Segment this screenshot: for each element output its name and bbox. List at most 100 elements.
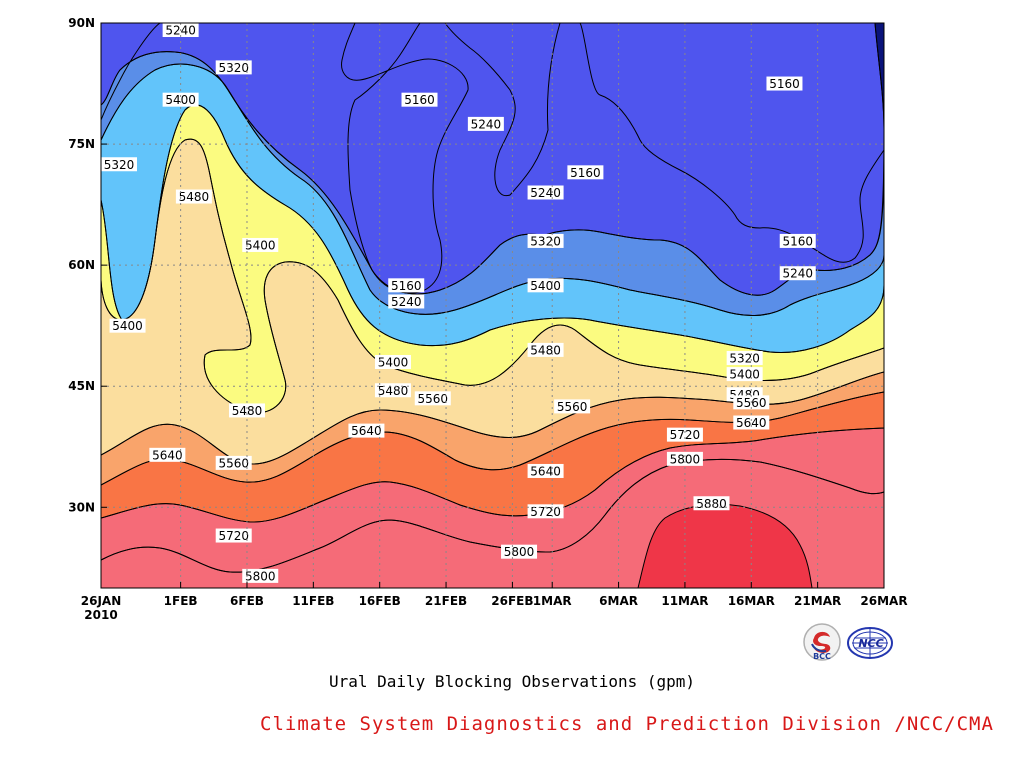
contour-bands <box>101 23 884 588</box>
ncc-logo-icon: NCC <box>847 627 893 659</box>
contour-label-bg <box>501 544 538 559</box>
contour-label-text: 5160 <box>782 234 813 248</box>
y-tick-label: 75N <box>68 137 95 151</box>
x-tick-label: 1MAR <box>533 594 572 608</box>
x-tick-label: 21FEB <box>425 594 467 608</box>
contour-label-text: 5320 <box>104 158 135 172</box>
svg-text:BCC: BCC <box>813 652 831 661</box>
contour-label-text: 5720 <box>670 428 701 442</box>
contour-label-bg <box>109 318 146 333</box>
x-tick-label: 16MAR <box>728 594 775 608</box>
contour-label-bg <box>175 189 212 204</box>
band-fill <box>101 428 884 573</box>
contour-label-bg <box>388 278 425 293</box>
contour-label-bg <box>733 415 770 430</box>
contour-label: 5320 <box>527 233 564 248</box>
contour-label: 5240 <box>527 185 564 200</box>
contour-label-bg <box>527 504 564 519</box>
contour-label-bg <box>348 423 385 438</box>
contour-label: 5160 <box>401 92 438 107</box>
x-tick-label: 26FEB <box>491 594 533 608</box>
contour-label-text: 5400 <box>112 319 143 333</box>
contour-label: 5400 <box>162 92 199 107</box>
contour-label-text: 5160 <box>391 279 422 293</box>
contour-label-text: 5400 <box>530 279 561 293</box>
contour-label-text: 5240 <box>782 267 813 281</box>
contour-label: 5720 <box>527 504 564 519</box>
x-axis-labels: 26JAN 1FEB 6FEB 11FEB 16FEB 21FEB 26FEB 1MAR 6MA… <box>81 594 908 608</box>
contour-label-text: 5800 <box>670 452 701 466</box>
contour-label-text: 5640 <box>351 424 382 438</box>
contour-label-text: 5880 <box>696 497 727 511</box>
contour-label: 5240 <box>467 116 504 131</box>
contour-label-bg <box>693 496 730 511</box>
contour-label: 5400 <box>726 367 763 382</box>
contour-label-bg <box>567 165 604 180</box>
plot-frame <box>100 22 885 589</box>
contour-label-text: 5240 <box>391 295 422 309</box>
contour-label-bg <box>242 237 279 252</box>
contour-label-bg <box>215 60 252 75</box>
x-tick-label: 11MAR <box>661 594 708 608</box>
contour-label: 5160 <box>388 278 425 293</box>
contour-label-bg <box>666 427 703 442</box>
contour-label-bg <box>527 185 564 200</box>
contour-label-bg <box>374 383 411 398</box>
y-tick-label: 90N <box>68 16 95 30</box>
contour-label-bg <box>527 342 564 357</box>
contour-label: 5240 <box>779 266 816 281</box>
contour-label-text: 5560 <box>557 400 588 414</box>
contour-label-bg <box>414 391 451 406</box>
contour-line <box>637 503 813 588</box>
contour-label-text: 5480 <box>179 190 210 204</box>
axis-ticks <box>100 22 885 588</box>
contour-label: 5480 <box>228 403 265 418</box>
contour-label-text: 5560 <box>418 392 449 406</box>
contour-label-text: 5320 <box>218 61 249 75</box>
contour-label-bg <box>101 157 137 172</box>
x-year-label: 2010 <box>84 608 117 622</box>
contour-label: 5480 <box>374 383 411 398</box>
contour-label-text: 5640 <box>530 464 561 478</box>
contour-label: 5320 <box>101 157 137 172</box>
y-axis-labels: 30N 45N 60N 75N 90N <box>68 16 95 514</box>
contour-label-bg <box>215 528 252 543</box>
contour-label-bg <box>527 463 564 478</box>
contour-label-text: 5720 <box>218 529 249 543</box>
contour-label-text: 5400 <box>245 238 276 252</box>
contour-label: 5400 <box>242 237 279 252</box>
x-tick-label: 16FEB <box>359 594 401 608</box>
chart-title: Ural Daily Blocking Observations (gpm) <box>328 672 696 691</box>
contour-label-bg <box>401 92 438 107</box>
contour-label-bg <box>374 355 411 369</box>
contour-label-text: 5320 <box>729 351 760 365</box>
x-tick-label: 6MAR <box>599 594 638 608</box>
contour-label-text: 5400 <box>378 356 409 370</box>
contour-label-text: 5480 <box>232 404 263 418</box>
contour-labels: 5240 5320 5400 5160 5240 5160 5320 5160 5240 5480… <box>101 23 816 583</box>
gridlines <box>101 23 884 588</box>
contour-label-bg <box>388 294 425 309</box>
contour-label-bg <box>467 116 504 131</box>
contour-label: 5400 <box>374 355 411 370</box>
x-tick-label: 1FEB <box>164 594 198 608</box>
contour-label-text: 5480 <box>530 343 561 357</box>
contour-label: 5240 <box>388 294 425 309</box>
contour-label: 5160 <box>779 233 816 248</box>
contour-label-text: 5320 <box>530 234 561 248</box>
contour-label: 5880 <box>693 496 730 511</box>
contour-label-text: 5400 <box>729 368 760 382</box>
contour-label-text: 5480 <box>378 384 409 398</box>
contour-label: 5800 <box>501 544 538 559</box>
x-tick-label: 21MAR <box>794 594 841 608</box>
contour-label: 5320 <box>215 60 252 75</box>
contour-label-bg <box>228 403 265 418</box>
contour-label: 5640 <box>149 447 186 462</box>
contour-label: 5160 <box>766 76 803 91</box>
y-tick-label: 30N <box>68 500 95 514</box>
contour-label: 5800 <box>242 568 279 583</box>
contour-label-text: 5640 <box>736 416 767 430</box>
contour-label-bg <box>242 568 279 583</box>
x-tick-label: 6FEB <box>230 594 264 608</box>
contour-label: 5480 <box>527 342 564 357</box>
